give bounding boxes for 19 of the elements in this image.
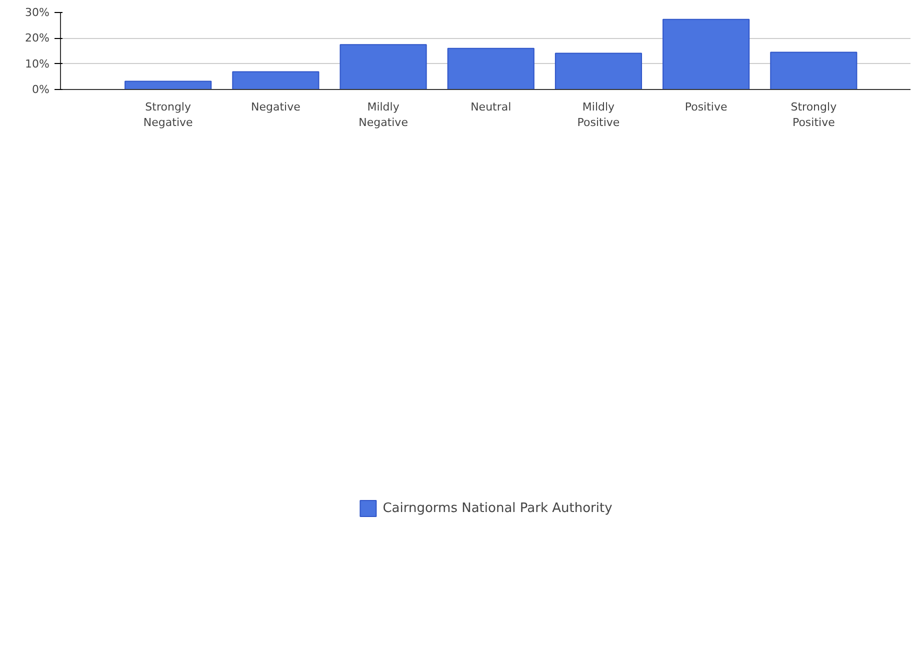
bar (662, 18, 750, 90)
y-tick-label: 30% (25, 6, 50, 19)
x-tick-label: Mildly Negative (358, 100, 408, 130)
x-tick-label: Positive (684, 100, 728, 114)
bar (770, 52, 858, 90)
x-tick-label: Negative (251, 100, 301, 114)
bar (340, 44, 427, 90)
bar (232, 71, 320, 90)
bar (124, 80, 212, 90)
y-tick-label: 0% (32, 83, 50, 96)
x-tick-label: Strongly Negative (143, 100, 194, 130)
x-tick-label: Neutral (470, 100, 512, 114)
bar (447, 48, 534, 90)
y-tick-label: 20% (25, 32, 50, 45)
x-tick-label: Strongly Positive (790, 100, 838, 130)
legend-label: Cairngorms National Park Authority (382, 500, 612, 516)
y-tick-label: 10% (25, 57, 50, 70)
x-tick-label: Mildly Positive (577, 100, 620, 130)
bar (554, 52, 642, 90)
